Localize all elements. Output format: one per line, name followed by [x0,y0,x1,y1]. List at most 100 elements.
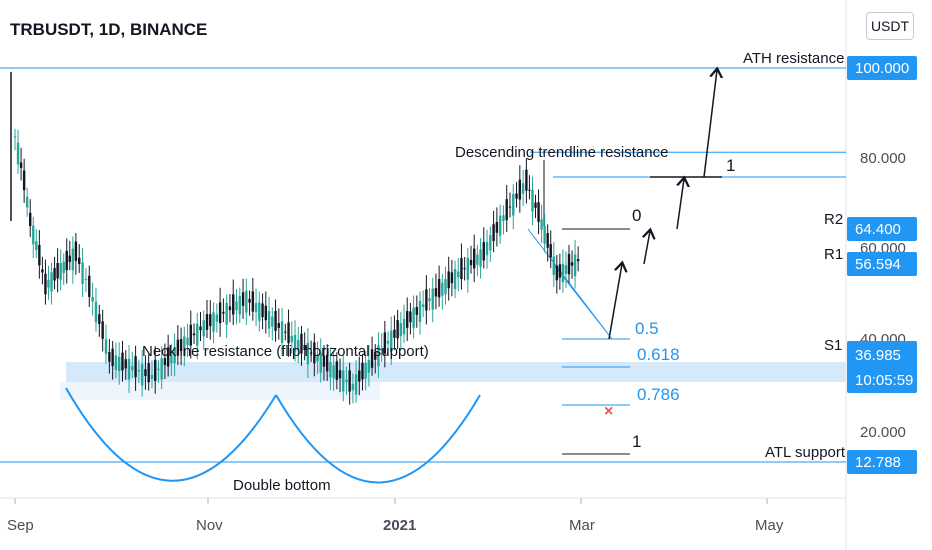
candle-body [473,248,476,269]
candle-body [415,306,419,315]
candle-body [22,170,26,191]
projection-arrow [644,231,650,265]
candle-body [179,339,183,352]
candle-body [212,312,215,332]
price-badge-countdown: 10:05:59 [855,372,913,389]
double-bottom-arc-right [275,394,481,484]
candle-body [74,241,78,261]
candle-body [418,300,422,323]
candle-body [254,303,258,313]
level-label: ATL support [765,444,846,461]
candle-body [245,290,248,313]
fib-label-0-786: 0.786 [637,385,680,404]
candle-body [199,326,202,331]
candle-body [406,311,409,328]
projection-arrow [703,70,717,178]
candle-body [329,361,332,378]
candle-body [137,369,141,372]
candle-body [284,331,287,333]
fib-label-1: 1 [632,432,641,451]
candle-body [505,199,508,221]
candle-body [290,335,293,343]
candle-body [561,263,565,283]
price-badge-value: 12.788 [855,454,901,471]
candle-body [124,359,127,369]
candle-body [218,302,222,324]
candle-body [88,275,91,297]
candle-body [209,314,212,327]
candle-body [127,358,131,380]
candle-body [319,352,322,373]
candle-body [437,279,441,298]
candle-body [489,234,492,251]
candle-body [170,351,173,364]
candle-body [215,314,219,322]
candle-body [453,269,457,290]
candle-body [367,359,371,373]
candle-body [555,265,559,281]
candle-body [108,352,111,362]
currency-button[interactable]: USDT [866,12,914,40]
candle-body [65,250,68,271]
candle-body [189,324,192,346]
candle-body [111,348,114,367]
candle-body [521,183,525,194]
candle-body [515,193,518,199]
candle-body [196,323,199,346]
candle-body [399,323,403,337]
trendline-annotation: Descending trendline resistance [455,144,668,161]
candle-body [460,258,463,280]
candle-body [134,356,137,378]
neckline-zone [66,362,846,382]
candle-body [457,271,460,278]
candle-body [525,169,528,191]
candle-body [235,301,238,311]
candle-body [303,345,306,351]
y-tick-label: 80.000 [860,150,906,167]
candle-body [225,302,228,325]
candle-body [297,339,300,351]
candle-body [431,288,434,310]
candle-body [222,311,225,314]
candle-body [441,282,444,296]
candle-body [19,162,23,168]
double-bottom-arc-left [65,387,277,482]
candle-body [425,289,428,311]
candle-body [232,294,235,315]
candle-body [261,303,264,318]
candle-body [306,342,310,365]
candle-body [267,310,271,329]
candle-body [32,225,35,245]
candle-body [29,212,32,227]
candle-body [81,262,84,284]
candle-body [121,352,124,371]
candle-body [163,358,167,366]
candle-body [16,142,20,165]
candle-body [147,363,150,383]
candle-body [25,196,29,208]
candles [10,71,580,405]
double-bottom-annotation: Double bottom [233,477,331,494]
candle-body [150,374,154,379]
candle-body [380,348,383,351]
candle-body [393,329,396,338]
candle-body [91,296,94,302]
candle-body [84,278,88,280]
candle-body [447,271,450,289]
candle-body [498,215,502,236]
candle-body [335,361,339,380]
candle-body [131,366,134,371]
candle-body [564,265,568,274]
candle-body [59,262,62,280]
candle-body [444,278,447,295]
candle-body [482,242,485,261]
candle-body [570,262,574,266]
base-zone [60,382,380,400]
x-tick-label: 2021 [383,517,416,534]
candle-body [157,368,160,371]
price-badge-value: 36.985 [855,347,901,364]
candle-body [338,370,342,379]
candle-body [546,233,549,248]
candle-body [202,320,205,337]
